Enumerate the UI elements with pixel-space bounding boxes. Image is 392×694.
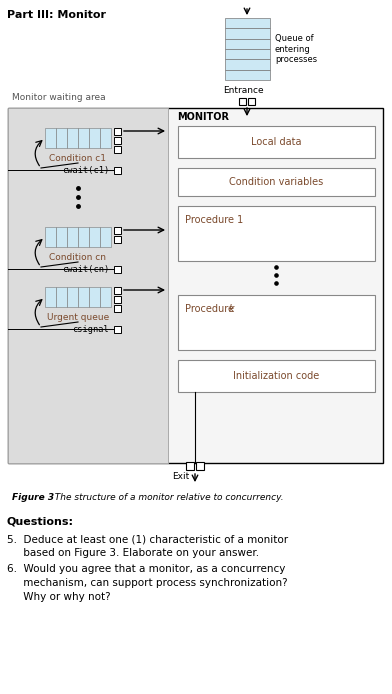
Text: mechanism, can support process synchronization?: mechanism, can support process synchroni… [7,578,288,588]
Text: 6.  Would you agree that a monitor, as a concurrency: 6. Would you agree that a monitor, as a … [7,564,285,574]
Text: Figure 3: Figure 3 [12,493,54,502]
Bar [225,59,270,69]
Bar [178,206,375,261]
Bar [56,227,67,247]
Bar [67,287,78,307]
Text: Condition c1: Condition c1 [49,153,107,162]
Bar [89,287,100,307]
Bar [178,295,375,350]
Bar [225,69,270,80]
Bar [186,462,194,470]
Text: MONITOR: MONITOR [177,112,229,122]
Bar [78,227,89,247]
Bar [196,462,204,470]
Bar [225,18,270,28]
Text: csignal: csignal [72,325,109,334]
Bar [45,287,56,307]
Text: Local data: Local data [251,137,301,147]
Bar [178,360,375,392]
Text: . The structure of a monitor relative to concurrency.: . The structure of a monitor relative to… [49,493,284,502]
Bar [225,39,270,49]
Text: Why or why not?: Why or why not? [7,592,111,602]
Bar [248,98,255,105]
Text: Initialization code: Initialization code [233,371,319,381]
Bar [114,266,121,273]
Text: Part III: Monitor: Part III: Monitor [7,10,106,20]
Bar [178,126,375,158]
Text: Monitor waiting area: Monitor waiting area [12,93,105,102]
Text: Questions:: Questions: [7,517,74,527]
Bar [114,305,121,312]
Text: Exit: Exit [172,471,190,480]
Bar [100,227,111,247]
Text: Condition cn: Condition cn [49,253,107,262]
Text: cwait(cn): cwait(cn) [62,264,109,273]
Text: Procedure: Procedure [185,304,237,314]
Bar [45,128,56,148]
Bar [100,128,111,148]
Bar [67,128,78,148]
Bar [56,128,67,148]
Bar [225,28,270,39]
Text: Condition variables: Condition variables [229,177,323,187]
Bar [89,128,100,148]
Bar [100,287,111,307]
Bar [114,236,121,243]
Bar [114,146,121,153]
Bar [67,227,78,247]
Text: cwait(c1): cwait(c1) [62,165,109,174]
Bar [114,227,121,234]
Bar [225,49,270,59]
Bar [114,287,121,294]
Text: Entrance: Entrance [223,85,263,94]
Bar [78,287,89,307]
Bar [114,296,121,303]
Text: based on Figure 3. Elaborate on your answer.: based on Figure 3. Elaborate on your ans… [7,548,259,558]
Text: Procedure 1: Procedure 1 [185,215,243,225]
Bar [89,227,100,247]
Bar [114,326,121,333]
Bar [114,128,121,135]
Bar [8,108,168,463]
Bar [178,168,375,196]
Bar [45,227,56,247]
Bar [239,98,246,105]
Bar [56,287,67,307]
Bar [114,137,121,144]
Text: Urgent queue: Urgent queue [47,312,109,321]
Text: k: k [229,304,235,314]
Text: Queue of
entering
processes: Queue of entering processes [275,34,317,64]
Bar [8,108,383,463]
Text: 5.  Deduce at least one (1) characteristic of a monitor: 5. Deduce at least one (1) characteristi… [7,534,288,544]
Bar [78,128,89,148]
Bar [114,167,121,174]
